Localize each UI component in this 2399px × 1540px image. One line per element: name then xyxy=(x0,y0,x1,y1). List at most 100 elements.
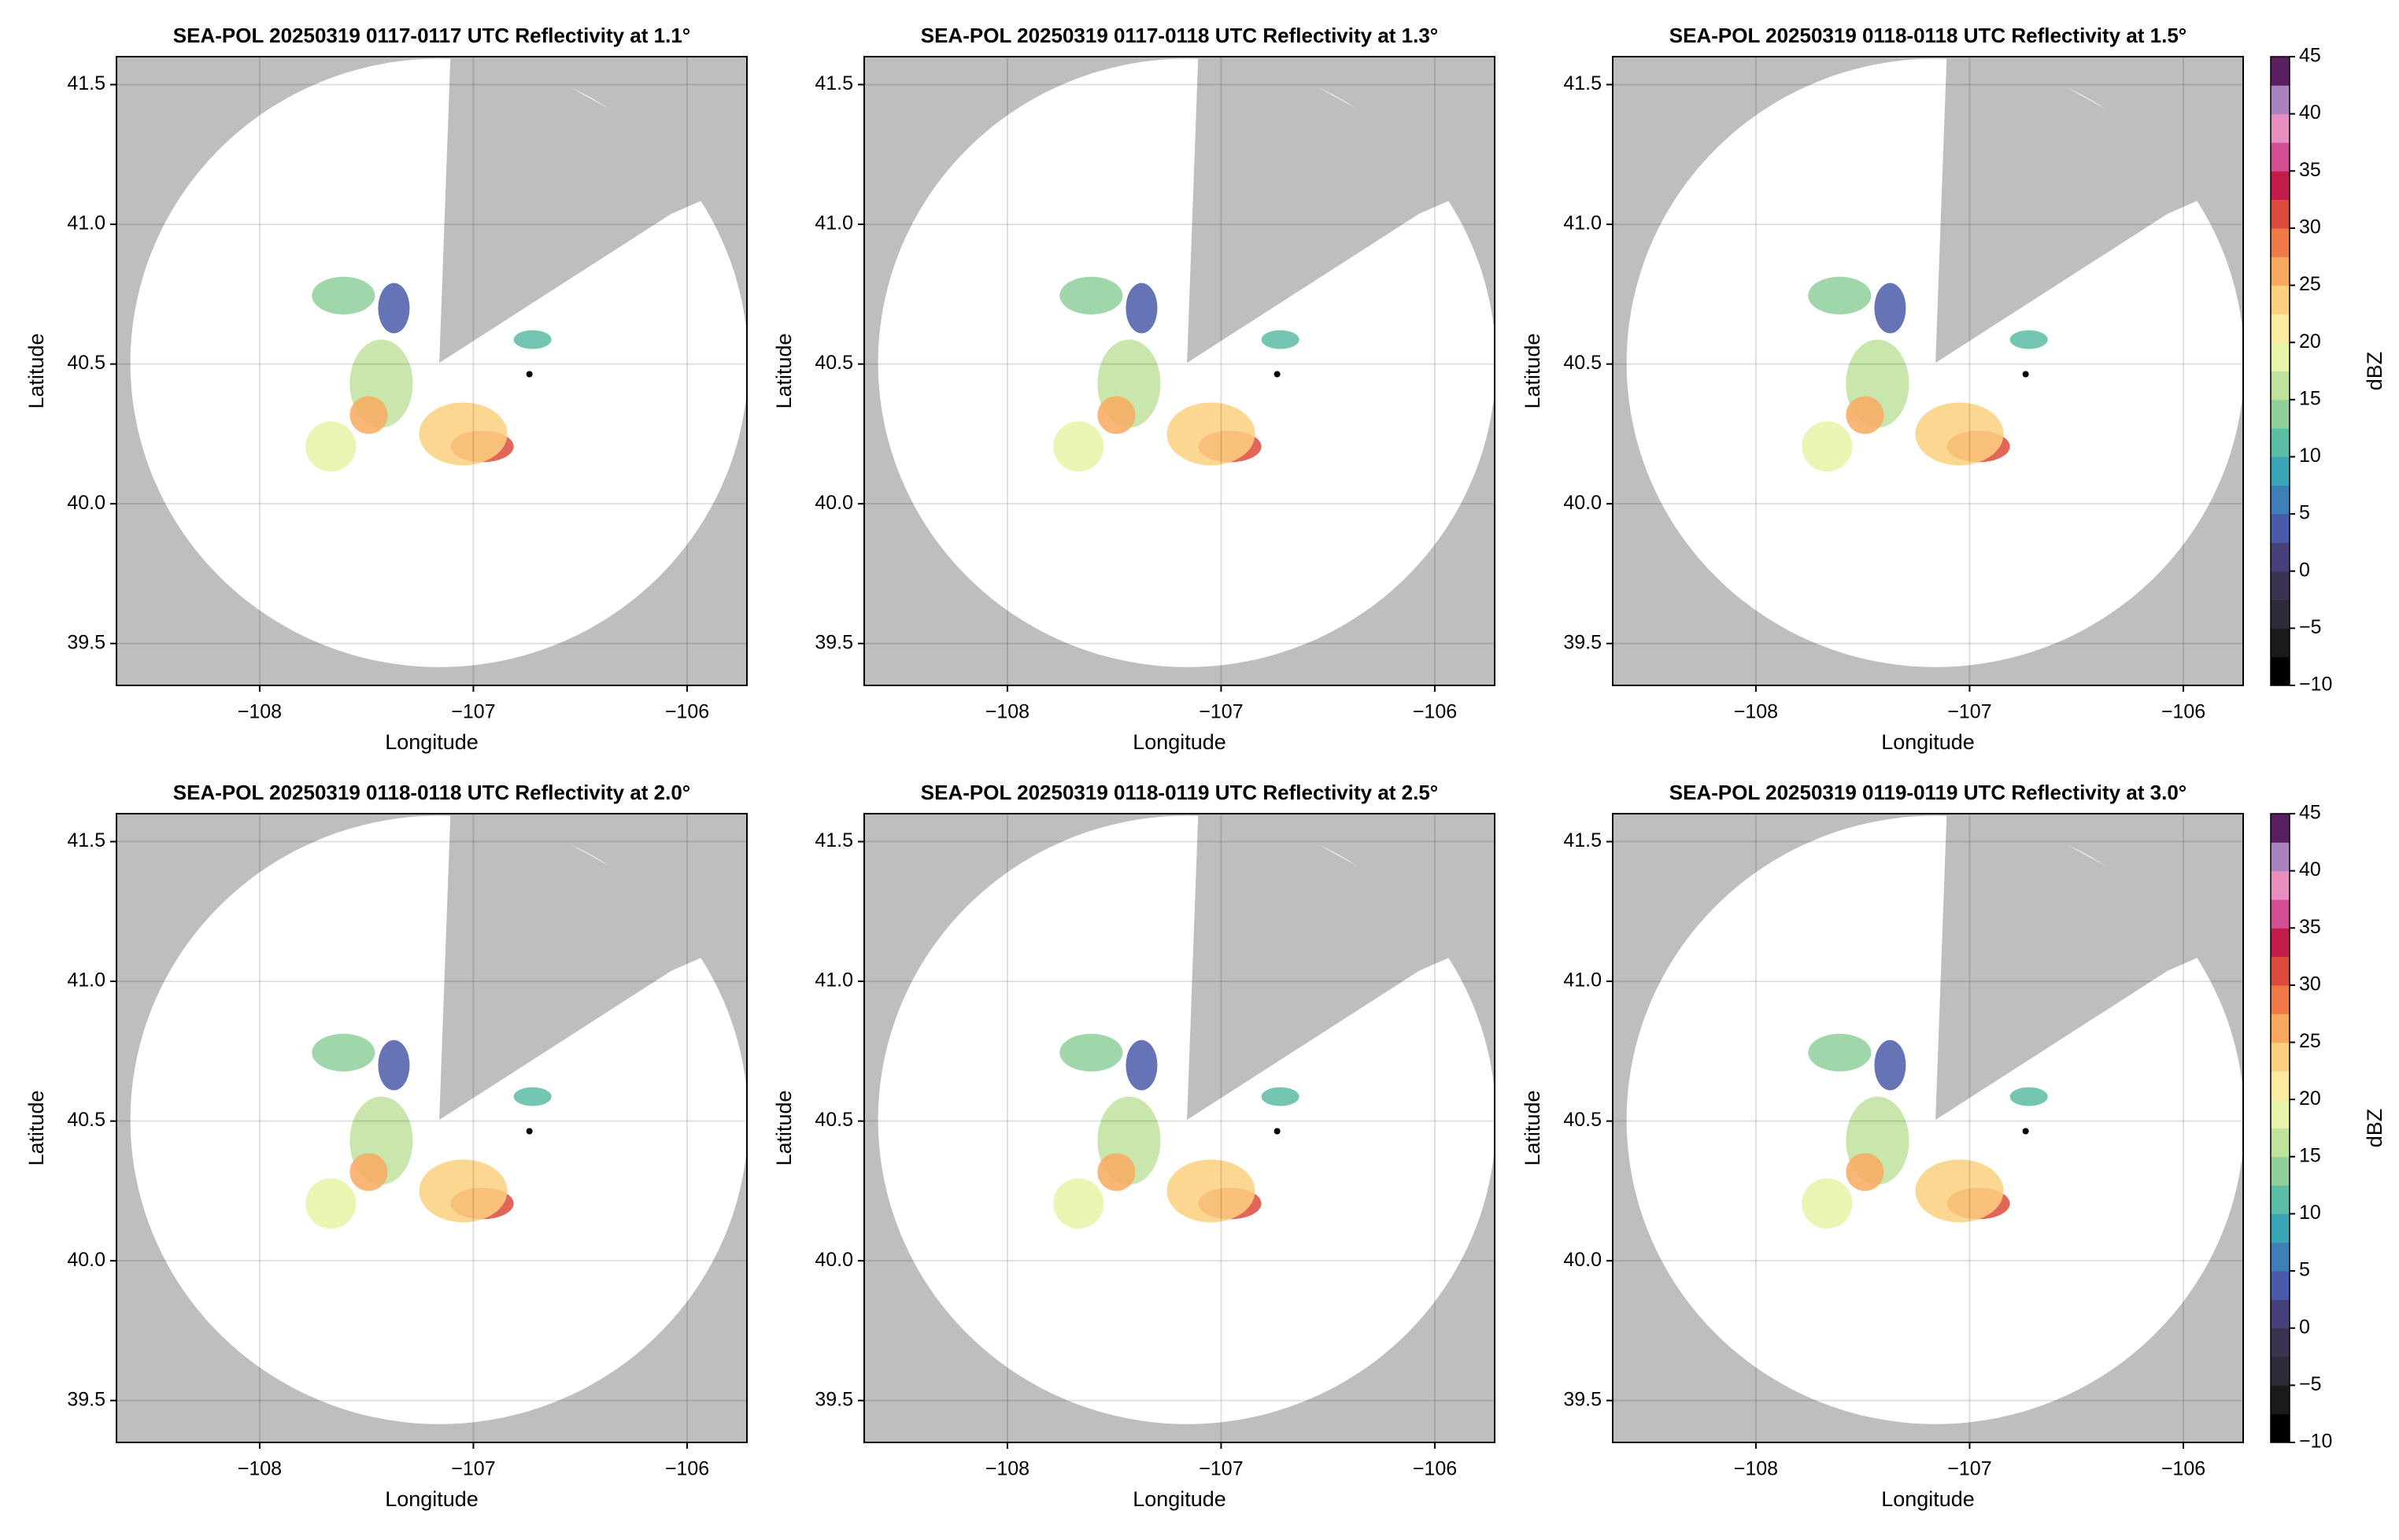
blocked-sector xyxy=(1187,814,1491,1121)
colorbar-bin xyxy=(2271,956,2290,986)
colorbar-tick-label: 5 xyxy=(2299,1259,2310,1281)
echo xyxy=(1846,1153,1884,1191)
colorbar-bin xyxy=(2271,313,2290,343)
x-tick-label: −106 xyxy=(1413,701,1457,723)
plot-frame xyxy=(116,813,748,1443)
colorbar-bin xyxy=(2271,1328,2290,1357)
colorbar-frame xyxy=(2270,56,2290,686)
x-tick-label: −106 xyxy=(2161,1458,2205,1480)
x-axis-label: Longitude xyxy=(1133,1487,1226,1511)
echo xyxy=(1053,421,1104,472)
colorbar-bin xyxy=(2271,1271,2290,1300)
colorbar-tick-label: 10 xyxy=(2299,445,2321,467)
colorbar-bin xyxy=(2271,928,2290,958)
echo xyxy=(1059,1033,1123,1072)
colorbar-bin xyxy=(2271,814,2290,843)
y-tick-label: 41.5 xyxy=(815,72,853,94)
colorbar-bin xyxy=(2271,1413,2290,1443)
x-tick-label: −107 xyxy=(451,701,495,723)
echo xyxy=(1874,1040,1906,1091)
colorbar-tick-label: 10 xyxy=(2299,1202,2321,1224)
colorbar: −10 −5 0 5 10 15 20 25 30 35 40 45 dBZ xyxy=(2270,802,2386,1453)
echo xyxy=(1097,396,1136,434)
colorbar-bin xyxy=(2271,1014,2290,1043)
colorbar-bin xyxy=(2271,1042,2290,1072)
y-axis-label: Latitude xyxy=(772,1090,796,1165)
y-tick-label: 40.5 xyxy=(815,1109,853,1131)
colorbar-bin xyxy=(2271,485,2290,515)
panel: −108 −107 −106 39.5 40.0 40.5 41.0 41.5 SEA-POL … xyxy=(1521,24,2386,754)
echo xyxy=(1097,1153,1136,1191)
echo xyxy=(378,283,410,334)
colorbar-bin xyxy=(2271,1070,2290,1100)
echo xyxy=(312,276,375,315)
colorbar-bin xyxy=(2271,227,2290,257)
colorbar-tick-label: 35 xyxy=(2299,159,2321,181)
y-axis-label: Latitude xyxy=(24,1090,48,1165)
y-tick-label: 41.0 xyxy=(1563,969,1602,992)
radar-site xyxy=(1273,371,1281,378)
colorbar-bin xyxy=(2271,542,2290,572)
y-tick-label: 40.0 xyxy=(815,1249,853,1271)
colorbar-bin xyxy=(2271,371,2290,401)
colorbar-tick-label: 5 xyxy=(2299,502,2310,524)
blocked-sector xyxy=(1187,57,1491,364)
radar-map xyxy=(864,57,1495,685)
colorbar-bin xyxy=(2271,600,2290,629)
x-tick-label: −108 xyxy=(238,1458,282,1480)
colorbar-bin xyxy=(2271,1299,2290,1329)
x-tick-label: −106 xyxy=(665,701,709,723)
colorbar-tick-label: −5 xyxy=(2299,616,2322,638)
y-tick-label: 40.5 xyxy=(1563,1109,1602,1131)
radar-site xyxy=(2022,1128,2029,1135)
echo xyxy=(1261,1087,1299,1106)
echo xyxy=(1915,402,2004,466)
x-tick-label: −108 xyxy=(238,701,282,723)
colorbar-tick-label: −10 xyxy=(2299,674,2332,696)
echo xyxy=(419,402,508,466)
colorbar-bin xyxy=(2271,514,2290,543)
x-axis-label: Longitude xyxy=(1881,730,1975,754)
colorbar-bin xyxy=(2271,984,2290,1014)
echo xyxy=(2009,1087,2048,1106)
colorbar-bin xyxy=(2271,842,2290,872)
y-tick-label: 40.5 xyxy=(1563,352,1602,374)
y-tick-label: 39.5 xyxy=(67,1388,105,1410)
colorbar-tick-label: 25 xyxy=(2299,273,2321,295)
echo xyxy=(513,1087,552,1106)
echo xyxy=(1802,421,1853,472)
colorbar-tick-label: −5 xyxy=(2299,1373,2322,1395)
chart-title: SEA-POL 20250319 0118-0118 UTC Reflectiv… xyxy=(173,781,690,804)
y-tick-label: 41.5 xyxy=(67,72,105,94)
echo xyxy=(1261,330,1299,349)
radar-map xyxy=(1613,57,2243,685)
x-axis-label: Longitude xyxy=(1133,730,1226,754)
colorbar-bin xyxy=(2271,171,2290,201)
echo xyxy=(419,1159,508,1223)
colorbar-bin xyxy=(2271,113,2290,143)
y-tick-label: 39.5 xyxy=(67,631,105,653)
echo xyxy=(1126,283,1158,334)
colorbar-bin xyxy=(2271,1357,2290,1386)
y-tick-label: 39.5 xyxy=(815,631,853,653)
echo xyxy=(1874,283,1906,334)
colorbar-bin xyxy=(2271,428,2290,457)
echo xyxy=(1846,396,1884,434)
colorbar-tick-label: 45 xyxy=(2299,802,2321,824)
colorbar-bin xyxy=(2271,57,2290,86)
y-tick-label: 40.5 xyxy=(67,1109,105,1131)
colorbar-tick-label: −10 xyxy=(2299,1431,2332,1453)
colorbar-bin xyxy=(2271,899,2290,929)
y-tick-label: 41.0 xyxy=(67,212,105,235)
x-tick-label: −106 xyxy=(665,1458,709,1480)
colorbar-tick-label: 25 xyxy=(2299,1030,2321,1052)
echo xyxy=(1166,1159,1255,1223)
echo xyxy=(1126,1040,1158,1091)
echo xyxy=(349,1153,388,1191)
plot-frame xyxy=(863,813,1495,1443)
chart-title: SEA-POL 20250319 0118-0119 UTC Reflectiv… xyxy=(921,781,1438,804)
x-tick-label: −107 xyxy=(1947,1458,1991,1480)
y-tick-label: 39.5 xyxy=(815,1388,853,1410)
radar-map xyxy=(116,57,747,685)
y-tick-label: 41.5 xyxy=(815,829,853,851)
